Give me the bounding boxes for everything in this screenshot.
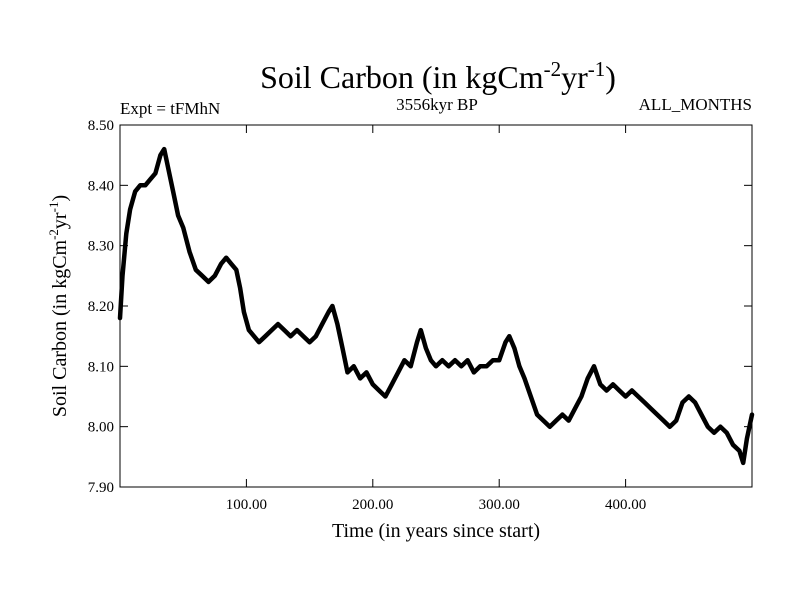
y-tick-label: 7.90 <box>88 480 114 496</box>
title-main: Soil Carbon (in kgCm <box>260 59 544 95</box>
ylabel-main: Soil Carbon (in kgCm <box>49 239 71 417</box>
title-mid: yr <box>561 59 588 95</box>
x-axis-label: Time (in years since start) <box>332 520 540 542</box>
chart-title: Soil Carbon (in kgCm-2yr-1) <box>260 57 616 95</box>
x-tick-label: 400.00 <box>605 497 646 513</box>
x-tick-label: 200.00 <box>352 497 393 513</box>
ylabel-exp2: -1 <box>46 202 61 213</box>
series-line-soil-carbon <box>117 146 755 466</box>
subtitle-left: Expt = tFMhN <box>120 99 220 118</box>
y-tick-label: 8.00 <box>88 420 114 436</box>
y-tick-label: 8.10 <box>88 359 114 375</box>
x-tick-label: 300.00 <box>479 497 520 513</box>
y-axis-label: Soil Carbon (in kgCm-2yr-1) <box>46 195 71 417</box>
subtitle-right: ALL_MONTHS <box>639 95 752 114</box>
y-tick-label: 8.50 <box>88 118 114 134</box>
y-tick-label: 8.40 <box>88 178 114 194</box>
y-axis-ticks: 7.90 8.00 8.10 8.20 8.30 8.40 8.50 <box>88 118 752 496</box>
x-tick-label: 100.00 <box>226 497 267 513</box>
ylabel-exp1: -2 <box>46 229 61 240</box>
title-end: ) <box>605 59 616 95</box>
title-exp1: -2 <box>544 57 562 81</box>
y-tick-label: 8.30 <box>88 239 114 255</box>
plot-frame <box>119 124 753 488</box>
subtitle-center: 3556kyr BP <box>396 95 478 114</box>
y-tick-label: 8.20 <box>88 299 114 315</box>
x-axis-ticks: 100.00 200.00 300.00 400.00 <box>226 125 646 513</box>
ylabel-end: ) <box>49 195 71 202</box>
ylabel-mid: yr <box>49 212 71 229</box>
title-exp2: -1 <box>588 57 606 81</box>
